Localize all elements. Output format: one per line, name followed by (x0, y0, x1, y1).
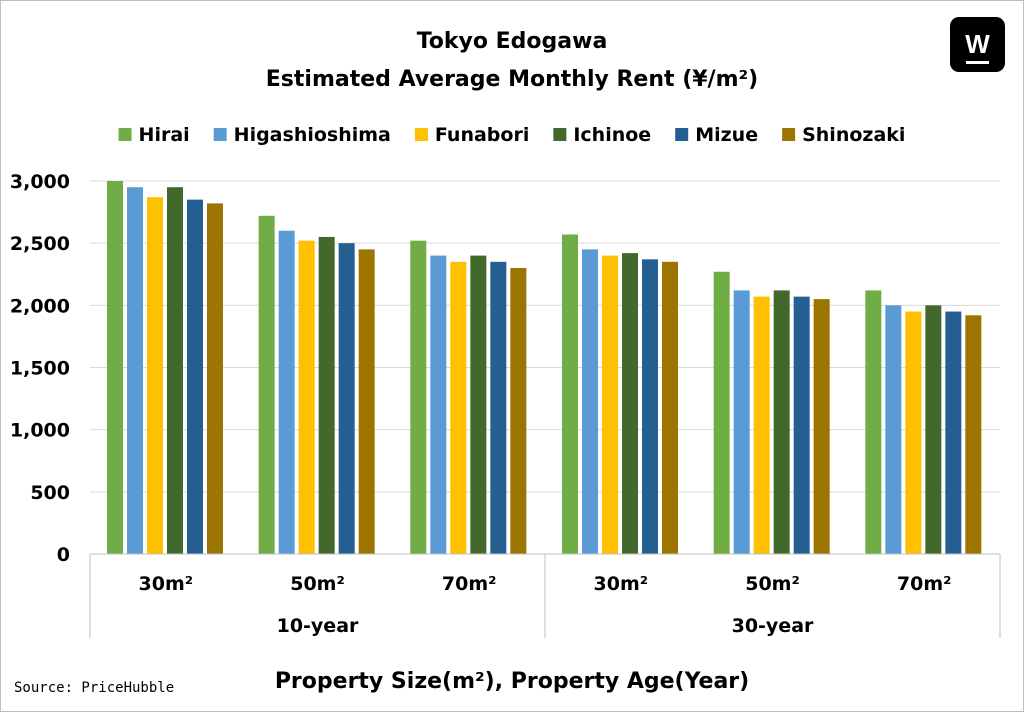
legend-swatch (553, 128, 567, 141)
y-tick-label: 2,500 (10, 233, 70, 255)
bar (733, 290, 750, 554)
y-tick-label: 3,000 (10, 171, 70, 193)
legend-swatch (675, 128, 689, 141)
bar (167, 187, 183, 554)
bar (490, 261, 507, 554)
y-tick-label: 2,000 (10, 295, 70, 317)
x-axis: 30m² 50m² 70m² 30m² 50m² 70m² 10-year 30-year (89, 553, 1001, 638)
chart-title: Tokyo Edogawa (417, 29, 608, 54)
legend-label: Mizue (695, 124, 758, 146)
bar (450, 261, 467, 554)
bar (965, 315, 982, 554)
legend-label: Ichinoe (573, 124, 651, 146)
bar (905, 311, 922, 554)
legend-label: Hirai (139, 124, 190, 146)
legend-swatch (414, 128, 428, 141)
bar (510, 268, 527, 554)
bar (925, 305, 942, 554)
source-note: Source: PriceHubble (14, 680, 174, 696)
x-tick-label: 30m² (139, 573, 194, 595)
y-tick-label: 0 (57, 544, 70, 566)
y-tick-label: 500 (30, 482, 70, 504)
legend-label: Higashioshima (234, 124, 391, 146)
bar (713, 271, 730, 554)
legend-swatch (213, 128, 227, 141)
logo-letter: W (965, 29, 990, 59)
bar (662, 261, 678, 554)
logo-underline (966, 61, 989, 64)
bar (773, 290, 790, 554)
bar (358, 249, 375, 554)
bar (793, 296, 810, 554)
bar (885, 305, 902, 554)
x-tick-label: 70m² (897, 573, 952, 595)
bar (278, 230, 295, 554)
bar (813, 299, 830, 554)
x-group-label: 30-year (732, 615, 814, 637)
y-axis: 0 500 1,000 1,500 2,000 2,500 3,000 (10, 171, 70, 566)
legend-item: Shinozaki (782, 124, 905, 146)
bar (865, 290, 882, 554)
bars (107, 181, 982, 555)
y-tick-label: 1,000 (10, 420, 70, 442)
bar (127, 187, 143, 554)
bar (642, 259, 658, 554)
x-group-label: 10-year (277, 615, 359, 637)
legend-swatch (118, 128, 132, 141)
x-tick-label: 70m² (442, 573, 497, 595)
bar (187, 199, 203, 554)
legend-item: Mizue (675, 124, 758, 146)
bar (147, 197, 163, 554)
chart-subtitle: Estimated Average Monthly Rent (¥/m²) (266, 67, 758, 92)
brand-logo: W (950, 17, 1005, 72)
bar (107, 181, 123, 554)
bar (945, 311, 962, 554)
bar (298, 240, 315, 554)
bar (582, 249, 598, 554)
bar (207, 203, 223, 554)
bar (562, 234, 578, 555)
bar (753, 296, 770, 554)
bar (622, 253, 638, 554)
x-axis-title: Property Size(m²), Property Age(Year) (275, 669, 749, 694)
x-tick-label: 50m² (745, 573, 800, 595)
legend-item: Funabori (414, 124, 529, 146)
bar (410, 240, 427, 554)
x-tick-label: 30m² (594, 573, 649, 595)
bar (470, 255, 487, 554)
legend-item: Hirai (118, 124, 190, 146)
legend: Hirai Higashioshima Funabori Ichinoe Mizue Sh… (118, 124, 905, 146)
legend-label: Shinozaki (802, 124, 905, 146)
bar (258, 215, 275, 554)
legend-swatch (782, 128, 796, 141)
bar (338, 243, 355, 554)
x-tick-label: 50m² (290, 573, 345, 595)
legend-item: Higashioshima (213, 124, 391, 146)
legend-item: Ichinoe (553, 124, 651, 146)
legend-label: Funabori (435, 124, 529, 146)
bar (602, 255, 618, 554)
y-tick-label: 1,500 (10, 358, 70, 380)
bar (430, 255, 447, 554)
bar (318, 236, 335, 554)
gridlines (90, 180, 1000, 555)
